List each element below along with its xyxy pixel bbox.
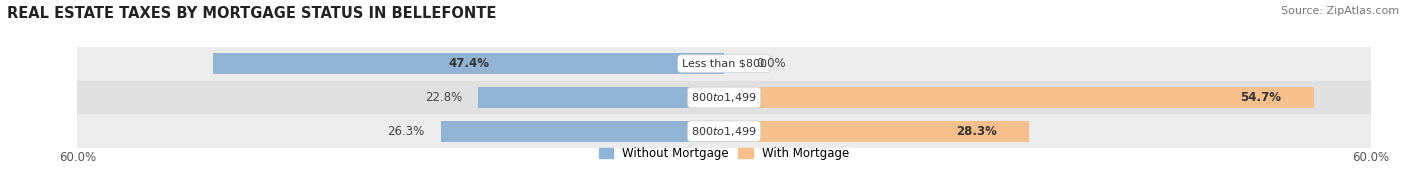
Text: 22.8%: 22.8% bbox=[425, 91, 463, 104]
Text: 54.7%: 54.7% bbox=[1240, 91, 1281, 104]
Text: REAL ESTATE TAXES BY MORTGAGE STATUS IN BELLEFONTE: REAL ESTATE TAXES BY MORTGAGE STATUS IN … bbox=[7, 6, 496, 21]
Bar bbox=[724, 87, 1313, 108]
Bar bbox=[440, 121, 724, 142]
Text: 0.0%: 0.0% bbox=[756, 57, 786, 70]
Bar bbox=[77, 47, 1371, 81]
Text: $800 to $1,499: $800 to $1,499 bbox=[692, 125, 756, 138]
Bar bbox=[478, 87, 724, 108]
Bar bbox=[77, 81, 1371, 114]
Text: Source: ZipAtlas.com: Source: ZipAtlas.com bbox=[1281, 6, 1399, 16]
Text: 47.4%: 47.4% bbox=[449, 57, 489, 70]
Bar bbox=[214, 53, 724, 74]
Text: Less than $800: Less than $800 bbox=[682, 59, 766, 69]
Bar bbox=[77, 114, 1371, 148]
Text: $800 to $1,499: $800 to $1,499 bbox=[692, 91, 756, 104]
Text: 26.3%: 26.3% bbox=[387, 125, 425, 138]
Bar bbox=[724, 121, 1029, 142]
Text: 28.3%: 28.3% bbox=[956, 125, 997, 138]
Legend: Without Mortgage, With Mortgage: Without Mortgage, With Mortgage bbox=[595, 142, 853, 165]
